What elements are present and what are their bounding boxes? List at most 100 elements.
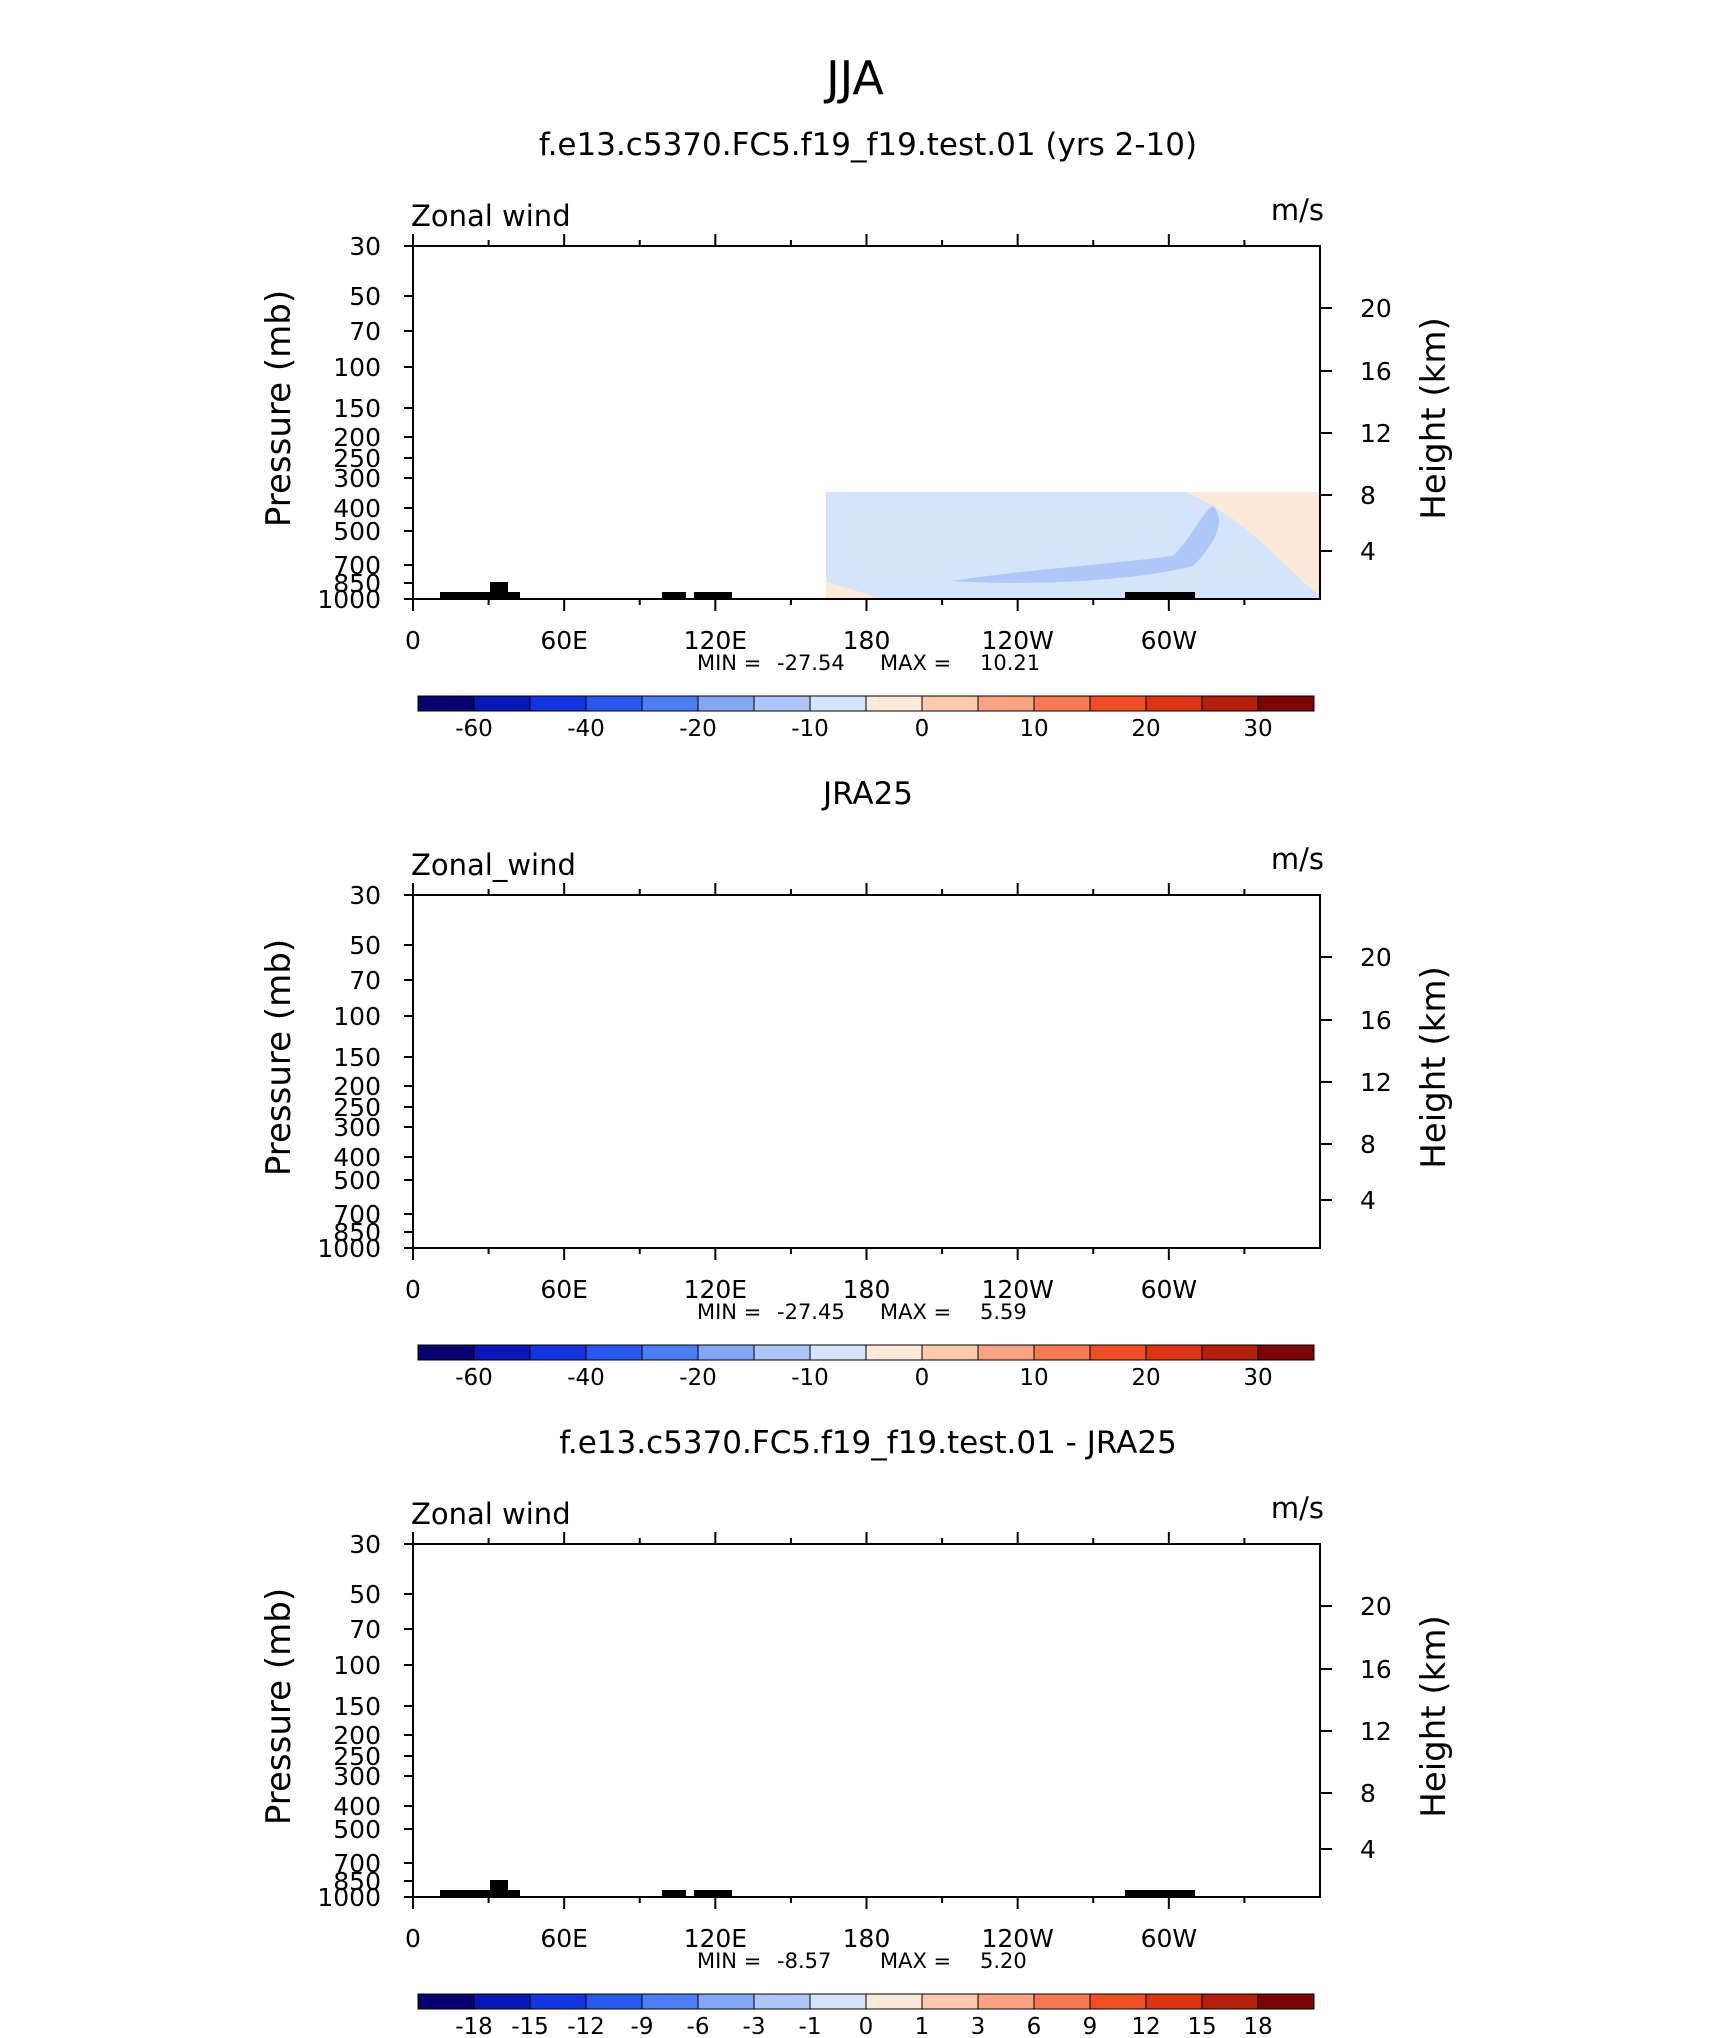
max-value: 10.21: [980, 651, 1040, 675]
y-tick-label: 700: [333, 1849, 381, 1878]
y-tick-label: 70: [349, 1615, 381, 1644]
colorbar-swatch: [585, 695, 643, 712]
panel-title: f.e13.c5370.FC5.f19_f19.test.01 (yrs 2-1…: [539, 127, 1197, 163]
colorbar-swatch: [697, 1344, 755, 1361]
contour-region-7: [525, 500, 643, 572]
panel-1: f.e13.c5370.FC5.f19_f19.test.01 (yrs 2-1…: [259, 127, 1454, 742]
colorbar-swatch: [753, 1993, 811, 2010]
x-tick-label: 180: [843, 1275, 891, 1304]
x-tick-label: 60E: [540, 1275, 588, 1304]
contour-region-4: [1183, 1052, 1213, 1058]
y-right-tick-label: 16: [1360, 1006, 1392, 1035]
colorbar-label: 1: [915, 2014, 930, 2038]
colorbar-label: -10: [791, 716, 829, 742]
contour-region-7: [438, 994, 758, 1125]
contour-region-19: [1103, 1644, 1320, 1808]
x-tick-label: 120E: [684, 1924, 748, 1953]
colorbar-swatch: [1089, 695, 1147, 712]
topography-block: [694, 592, 732, 599]
y-right-tick-label: 12: [1360, 1068, 1392, 1097]
y-tick-label: 70: [349, 317, 381, 346]
y-tick-label: 1000: [317, 1234, 381, 1263]
y-tick-label: 300: [333, 1762, 381, 1791]
topography-block: [662, 1890, 686, 1897]
x-tick-label: 60W: [1141, 626, 1198, 655]
contour-region-20: [1133, 1654, 1297, 1789]
colorbar-label: 10: [1019, 716, 1048, 742]
contour-region-1: [413, 895, 1320, 1248]
contour-region-15: [447, 1789, 539, 1835]
contour-region-5: [826, 581, 873, 599]
panel-title: JRA25: [821, 776, 913, 812]
y-right-tick-label: 4: [1360, 537, 1376, 566]
colorbar-swatch: [753, 695, 811, 712]
colorbar-label: 0: [859, 2014, 874, 2038]
variable-label: Zonal wind: [411, 1497, 571, 1531]
x-tick-label: 0: [405, 1924, 421, 1953]
topography-block: [490, 582, 508, 599]
y-tick-label: 850: [333, 1218, 381, 1247]
x-tick-label: 0: [405, 1275, 421, 1304]
y-axis-title: Pressure (mb): [259, 290, 299, 527]
contour-region-10: [1170, 409, 1203, 413]
y-tick-label: 150: [333, 1043, 381, 1072]
topography-block: [662, 592, 686, 599]
panel-title: f.e13.c5370.FC5.f19_f19.test.01 - JRA25: [559, 1425, 1177, 1461]
colorbar-label: 18: [1243, 2014, 1272, 2038]
y-tick-label: 300: [333, 1113, 381, 1142]
y-tick-label: 850: [333, 1867, 381, 1896]
colorbar-swatch: [1201, 695, 1259, 712]
y-right-tick-label: 8: [1360, 1779, 1376, 1808]
colorbar-label: 15: [1187, 2014, 1216, 2038]
colorbar-swatch: [641, 1344, 699, 1361]
colorbar-swatch: [473, 1993, 531, 2010]
contour-region-1: [826, 492, 1320, 599]
y-right-tick-label: 12: [1360, 1717, 1392, 1746]
contour-region-3: [1187, 492, 1320, 596]
y-tick-label: 100: [333, 353, 381, 382]
colorbar-label: 0: [915, 716, 930, 742]
contour-region-13: [493, 352, 643, 428]
contour-region-5: [586, 1590, 1113, 1639]
max-value: 5.59: [980, 1300, 1027, 1324]
colorbar-label: -60: [455, 1365, 493, 1391]
colorbar-swatch: [417, 1344, 475, 1361]
topography-block: [440, 592, 520, 599]
colorbar-swatch: [529, 695, 587, 712]
colorbar-label: 9: [1083, 2014, 1098, 2038]
colorbar-swatch: [977, 1344, 1035, 1361]
colorbar-swatch: [1089, 1344, 1147, 1361]
colorbar-swatch: [1145, 1993, 1203, 2010]
y-tick-label: 400: [333, 1792, 381, 1821]
colorbar-swatch: [865, 1993, 923, 2010]
colorbar-label: -6: [687, 2014, 710, 2038]
x-tick-label: 120W: [981, 1275, 1053, 1304]
contour-field: [413, 895, 1320, 1248]
colorbar-label: 6: [1027, 2014, 1042, 2038]
y-tick-label: 30: [349, 881, 381, 910]
y-tick-label: 150: [333, 1692, 381, 1721]
colorbar-label: -40: [567, 716, 605, 742]
y-tick-label: 100: [333, 1651, 381, 1680]
colorbar-swatch: [473, 695, 531, 712]
x-tick-label: 0: [405, 626, 421, 655]
min-label: MIN =: [697, 1300, 761, 1324]
contour-field: [488, 352, 1320, 599]
y-right-tick-label: 4: [1360, 1186, 1376, 1215]
colorbar-swatch: [1145, 695, 1203, 712]
y-axis-title: Pressure (mb): [259, 939, 299, 1176]
y-tick-label: 250: [333, 444, 381, 473]
contour-region-18: [968, 1657, 1108, 1829]
y-tick-label: 500: [333, 517, 381, 546]
colorbar-swatch: [529, 1993, 587, 2010]
colorbar-swatch: [865, 1344, 923, 1361]
colorbar-swatch: [1145, 1344, 1203, 1361]
y-right-tick-label: 8: [1360, 481, 1376, 510]
x-tick-label: 120E: [684, 1275, 748, 1304]
min-value: -8.57: [777, 1949, 831, 1973]
colorbar-label: -10: [791, 1365, 829, 1391]
min-label: MIN =: [697, 1949, 761, 1973]
contour-region-14: [488, 356, 643, 427]
y-tick-label: 250: [333, 1742, 381, 1771]
